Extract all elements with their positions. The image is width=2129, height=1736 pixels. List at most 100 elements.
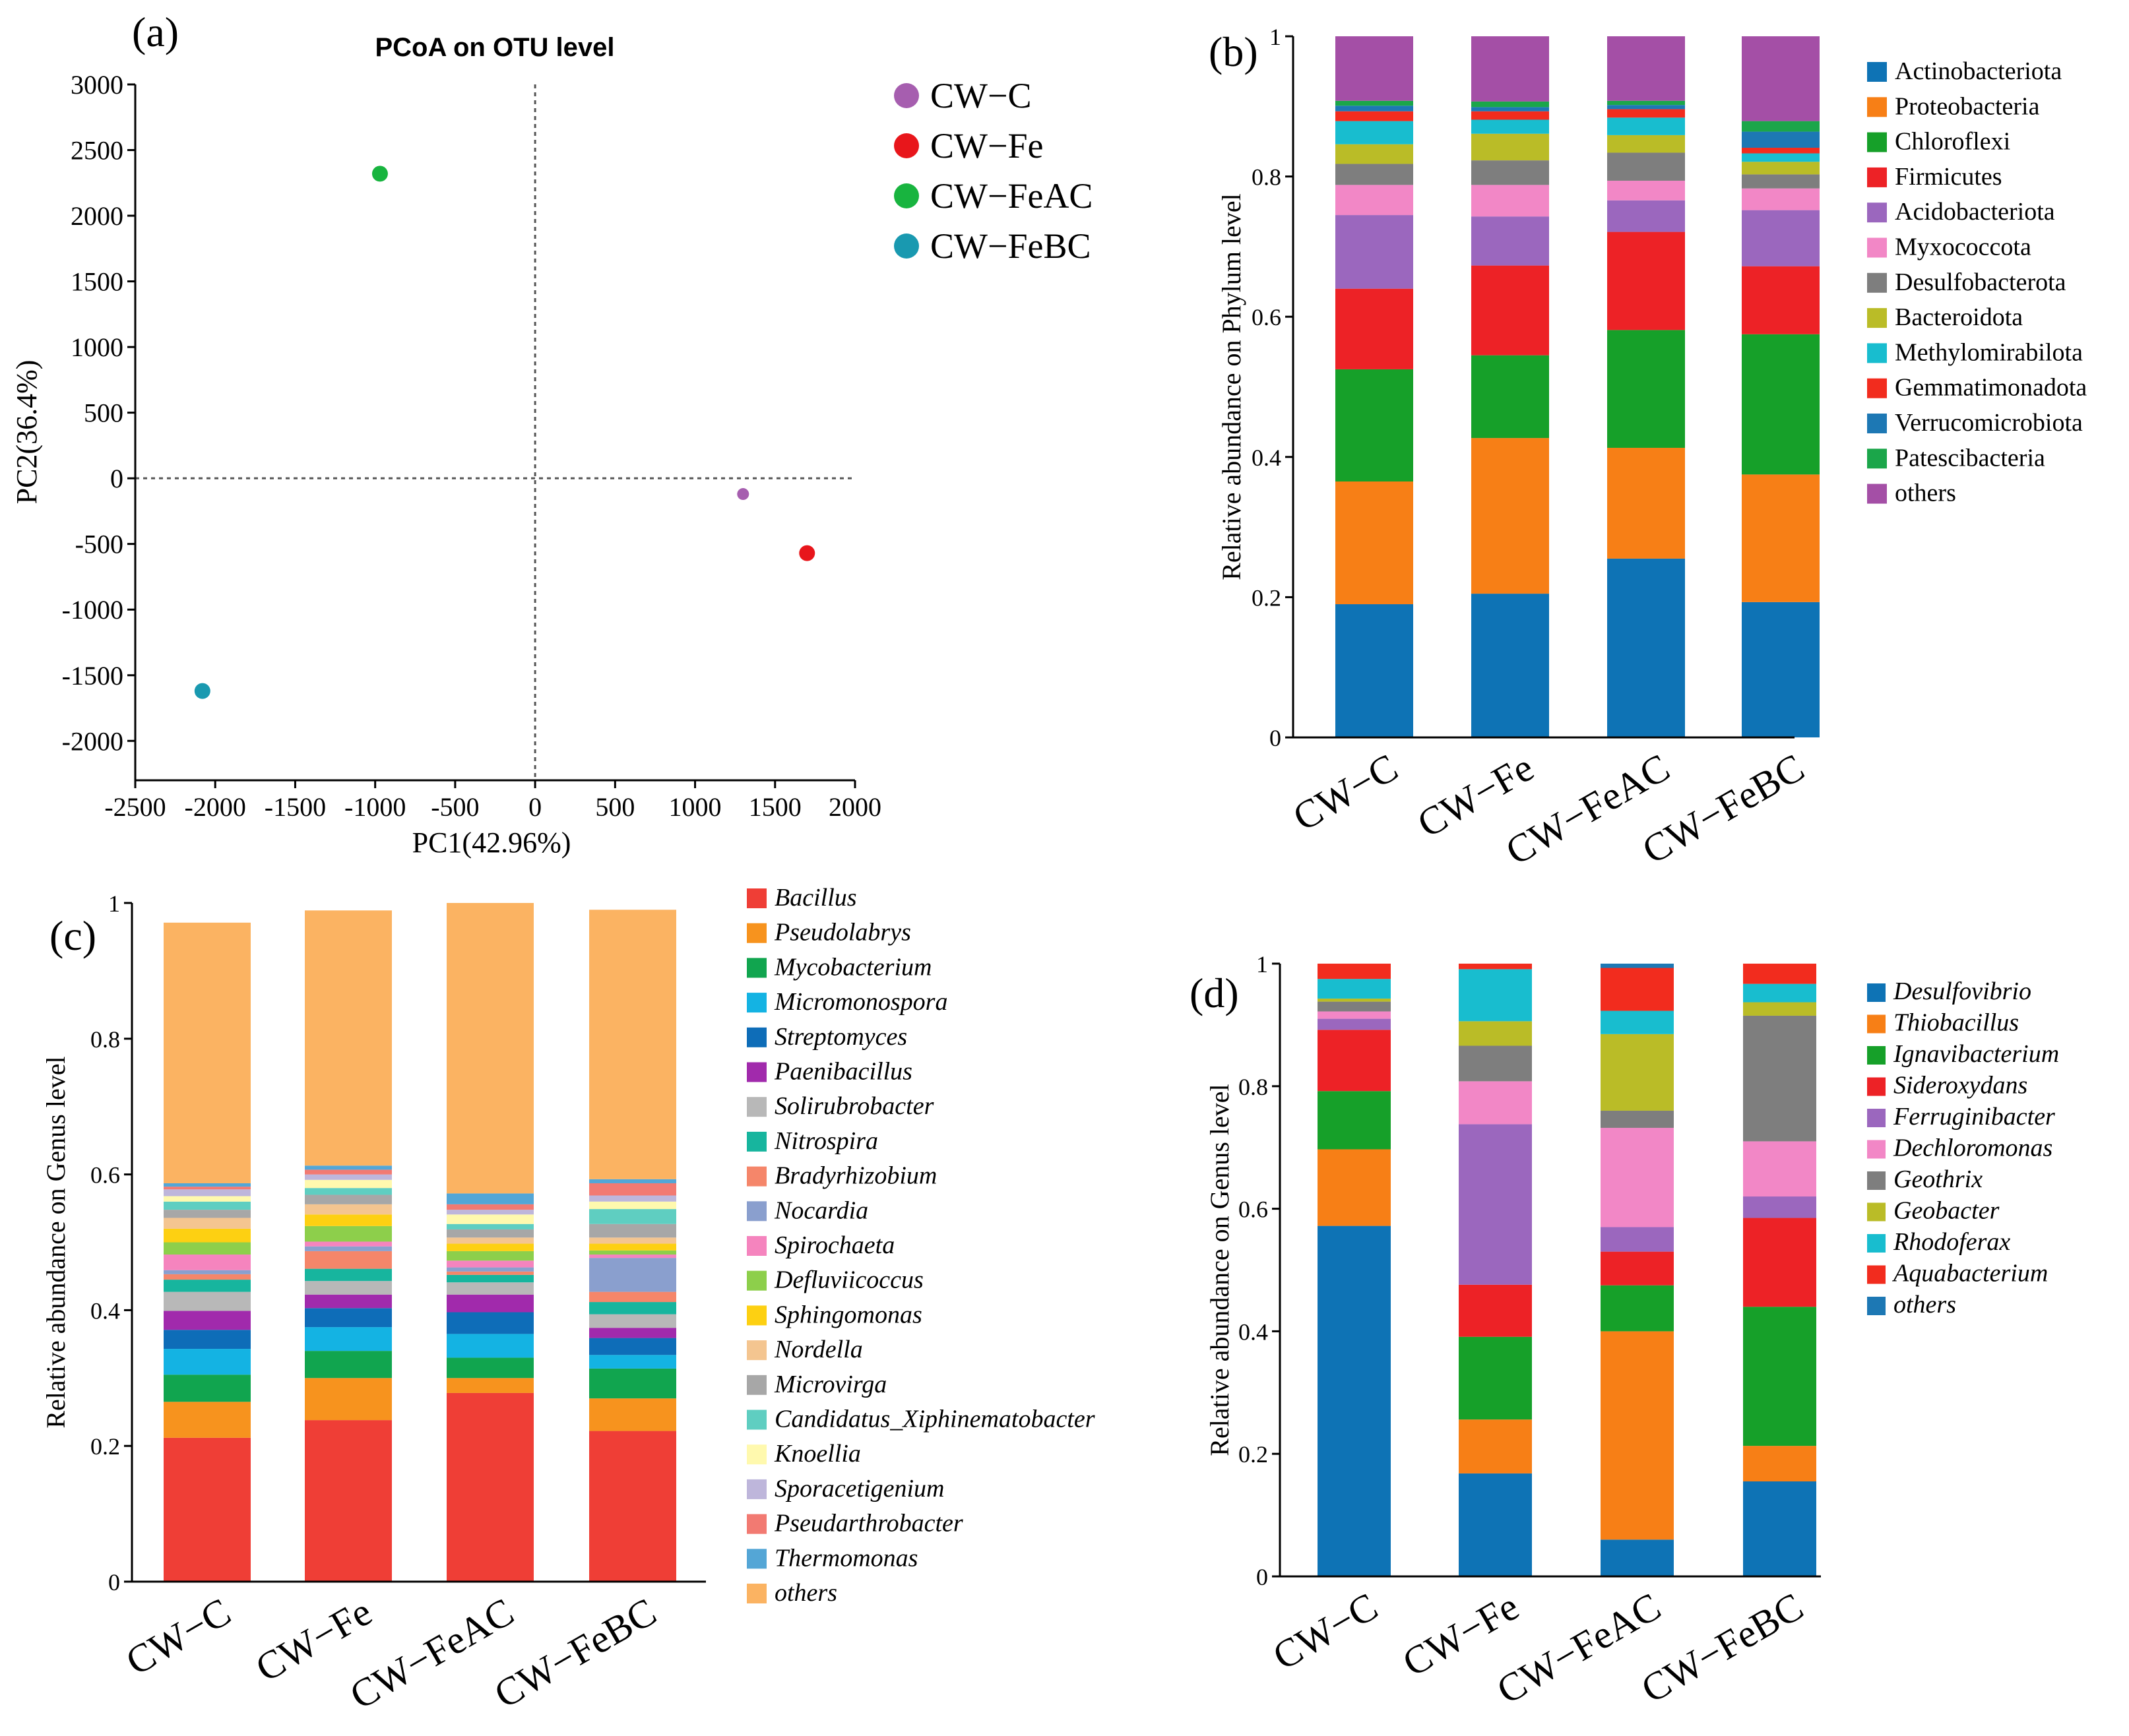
panel-label: (d) <box>1190 970 1239 1016</box>
legend-label-1: CW−Fe <box>930 126 1043 166</box>
bar-segment-CW−C-Ignavibacterium <box>1318 1091 1391 1150</box>
x-tick-label: -2500 <box>104 792 166 822</box>
legend-label-10: Spirochaeta <box>775 1231 895 1259</box>
y-tick-label: 0.4 <box>90 1297 120 1324</box>
bar-segment-CW−C-Nocardia <box>164 1270 251 1274</box>
bar-segment-CW−Fe-Bradyrhizobium <box>305 1251 392 1269</box>
scatter-point-2 <box>371 166 388 182</box>
bar-segment-CW−FeAC-Gemmatimonadota <box>1607 109 1685 118</box>
bar-segment-CW−FeBC-Geobacter <box>1743 1002 1816 1016</box>
bar-segment-CW−C-Mycobacterium <box>164 1375 251 1402</box>
bar-segment-CW−FeAC-Sporacetigenium <box>447 1210 534 1215</box>
bar-segment-CW−FeAC-Thermomonas <box>447 1193 534 1204</box>
bar-segment-CW−FeBC-Gemmatimonadota <box>1742 148 1820 154</box>
bar-segment-CW−Fe-Rhodoferax <box>1459 969 1532 1022</box>
bar-segment-CW−FeBC-Bacteroidota <box>1742 162 1820 175</box>
legend-label-1: Proteobacteria <box>1895 92 2040 120</box>
bar-segment-CW−Fe-Chloroflexi <box>1471 355 1549 439</box>
bar-segment-CW−Fe-Defluviicoccus <box>305 1225 392 1242</box>
bar-segment-CW−Fe-Ignavibacterium <box>1459 1336 1532 1420</box>
legend-label-2: Chloroflexi <box>1895 128 2010 156</box>
bar-segment-CW−C-Sphingomonas <box>164 1228 251 1243</box>
bar-segment-CW−C-Nitrospira <box>164 1280 251 1292</box>
bar-segment-CW−C-Aquabacterium <box>1318 964 1391 979</box>
bar-segment-CW−FeAC-Sideroxydans <box>1601 1251 1674 1286</box>
bar-segment-CW−FeBC-Bradyrhizobium <box>589 1291 676 1303</box>
bar-segment-CW−Fe-Bacillus <box>305 1420 392 1582</box>
legend-swatch-6 <box>747 1097 767 1117</box>
bar-segment-CW−Fe-others <box>305 910 392 1166</box>
bar-segment-CW−FeAC-Ferruginibacter <box>1601 1227 1674 1252</box>
legend-label-19: Thermomonas <box>775 1544 918 1572</box>
bar-segment-CW−FeAC-Desulfobacterota <box>1607 152 1685 181</box>
bar-segment-CW−FeAC-Thiobacillus <box>1601 1331 1674 1540</box>
bar-segment-CW−FeBC-Desulfovibrio <box>1743 1481 1816 1576</box>
category-label: CW−FeAC <box>342 1590 521 1718</box>
panel-a-pcoa: (a) PCoA on OTU level -2000 -1500 -1000 -500 0… <box>11 9 1093 859</box>
bar-segment-CW−C-Spirochaeta <box>164 1255 251 1270</box>
bar-segment-CW−FeBC-others <box>1742 36 1820 121</box>
bar-segment-CW−FeAC-Streptomyces <box>447 1312 534 1334</box>
bar-segment-CW−FeAC-Geobacter <box>1601 1034 1674 1111</box>
bar-segment-CW−FeBC-Firmicutes <box>1742 266 1820 334</box>
panel-label-a: (a) <box>132 9 179 55</box>
category-label: CW−C <box>1286 745 1405 839</box>
legend-swatch-9 <box>1867 378 1887 398</box>
bar-segment-CW−Fe-Thermomonas <box>305 1165 392 1170</box>
y-axis-title: Relative abundance on Genus level <box>41 1056 71 1428</box>
category-label: CW−C <box>119 1590 238 1683</box>
bar-segment-CW−FeAC-Micromonospora <box>447 1334 534 1358</box>
bar-segment-CW−FeBC-Geothrix <box>1743 1015 1816 1142</box>
bar-segment-CW−Fe-Verrucomicrobiota <box>1471 107 1549 111</box>
y-tick-label: 0.6 <box>1252 304 1281 330</box>
category-label: CW−C <box>1265 1584 1385 1678</box>
bar-segment-CW−FeBC-Mycobacterium <box>589 1368 676 1399</box>
bar-segment-CW−FeBC-Paenibacillus <box>589 1328 676 1338</box>
y-tick-label: 0.4 <box>1252 445 1281 471</box>
bar-segment-CW−FeAC-Bradyrhizobium <box>447 1271 534 1275</box>
x-tick-label: -1500 <box>265 792 326 822</box>
legend-label-14: Microvirga <box>774 1371 887 1398</box>
bar-segment-CW−C-Desulfobacterota <box>1335 164 1413 185</box>
x-axis-title: PC1(42.96%) <box>412 826 571 859</box>
bar-segment-CW−Fe-Knoellia <box>305 1179 392 1189</box>
bar-segment-CW−FeAC-Acidobacteriota <box>1607 200 1685 232</box>
bar-segment-CW−Fe-others <box>1471 36 1549 102</box>
legend-label-13: Nordella <box>774 1336 863 1363</box>
legend-label-3: Firmicutes <box>1895 163 2002 191</box>
legend-swatch-2 <box>747 958 767 978</box>
bar-segment-CW−FeBC-Rhodoferax <box>1743 983 1816 1003</box>
bar-segment-CW−FeAC-Nitrospira <box>447 1274 534 1283</box>
bar-segment-CW−C-Nordella <box>164 1218 251 1229</box>
y-tick-label: 0.2 <box>90 1433 120 1460</box>
bar-segment-CW−C-Streptomyces <box>164 1330 251 1349</box>
bar-segment-CW−C-Methylomirabilota <box>1335 121 1413 144</box>
bar-segment-CW−FeBC-Acidobacteriota <box>1742 210 1820 266</box>
legend-label-5: Dechloromonas <box>1893 1134 2052 1162</box>
bar-segment-CW−FeBC-Sphingomonas <box>589 1243 676 1251</box>
legend-swatch-4 <box>747 1027 767 1047</box>
bar-segment-CW−FeAC-Dechloromonas <box>1601 1127 1674 1227</box>
bar-segment-CW−FeAC-others <box>1607 36 1685 101</box>
panel-c-genus-bars: (c)CW−C CW−FeCW−FeACCW−FeBC00.20.40.60.81… <box>41 884 1095 1718</box>
bar-segment-CW−C-Ferruginibacter <box>1318 1018 1391 1030</box>
legend-swatch-2 <box>1867 132 1887 152</box>
y-tick-label: -500 <box>75 530 123 559</box>
legend-label-7: Nitrospira <box>774 1127 878 1155</box>
bar-segment-CW−C-Dechloromonas <box>1318 1011 1391 1019</box>
legend-swatch-18 <box>747 1514 767 1534</box>
bar-segment-CW−FeBC-Microvirga <box>589 1224 676 1238</box>
bar-segment-CW−Fe-Geothrix <box>1459 1045 1532 1082</box>
legend-label-9: Gemmatimonadota <box>1895 374 2087 402</box>
bar-segment-CW−FeAC-Sphingomonas <box>447 1243 534 1251</box>
bar-segment-CW−Fe-Nordella <box>305 1204 392 1215</box>
legend-swatch-16 <box>747 1444 767 1465</box>
legend-label-2: CW−FeAC <box>930 176 1093 216</box>
bar-segment-CW−FeAC-Actinobacteriota <box>1607 558 1685 737</box>
y-tick-label: 0.6 <box>1238 1196 1268 1223</box>
bar-segment-CW−FeAC-Knoellia <box>447 1214 534 1224</box>
legend-label-1: Pseudolabrys <box>774 919 911 946</box>
bar-segment-CW−C-Patescibacteria <box>1335 100 1413 106</box>
legend-swatch-4 <box>1867 202 1887 223</box>
bar-segment-CW−Fe-Aquabacterium <box>1459 964 1532 970</box>
